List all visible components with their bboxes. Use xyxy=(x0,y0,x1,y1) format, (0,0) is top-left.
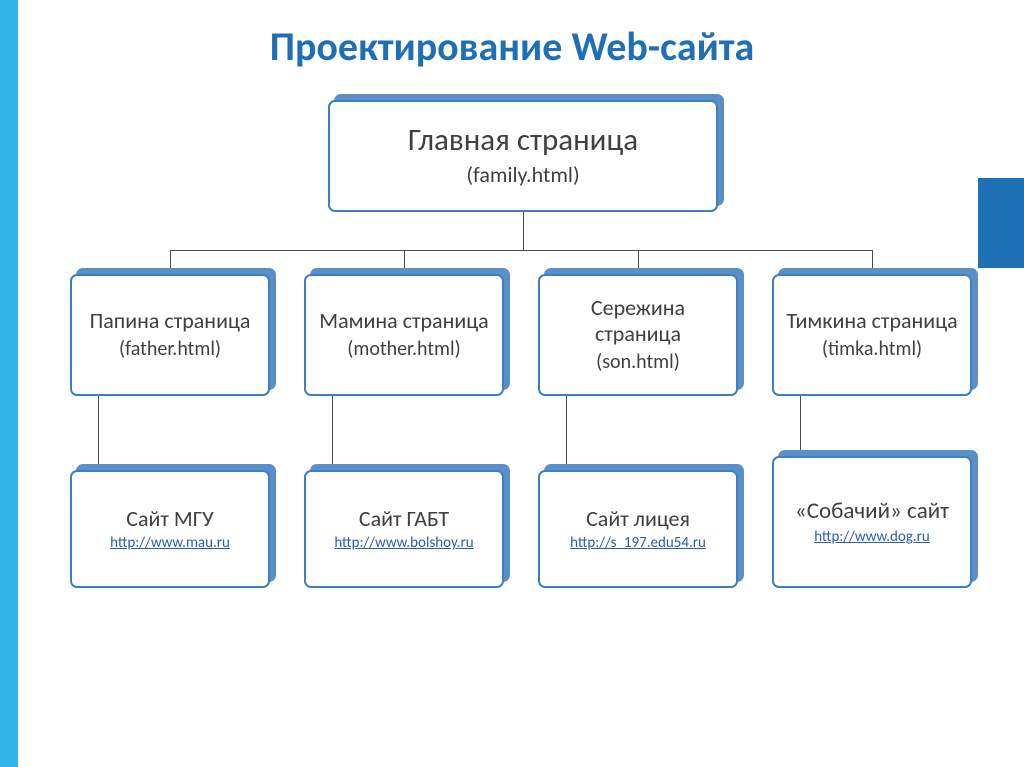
node-title: Мамина страница xyxy=(319,308,488,334)
connector-line xyxy=(566,396,567,433)
chart-node: Сайт ГАБТ http://www.bolshoy.ru xyxy=(304,470,504,588)
node-title: Сережина страница xyxy=(548,295,728,348)
chart-node: Сережина страница(son.html) xyxy=(538,274,738,396)
slide-title: Проектирование Web-сайта xyxy=(0,22,1024,71)
node-subtitle: (son.html) xyxy=(596,349,680,375)
org-chart: Главная страница(family.html) Папина стра… xyxy=(70,100,984,717)
node-subtitle: (timka.html) xyxy=(822,336,922,362)
connector-line xyxy=(332,396,333,433)
node-subtitle: (family.html) xyxy=(466,161,579,190)
accent-block xyxy=(978,178,1024,268)
node-title: Папина страница xyxy=(90,308,251,334)
chart-node: «Собачий» сайт http://www.dog.ru xyxy=(772,456,972,588)
node-url[interactable]: http://www.mau.ru xyxy=(110,534,230,552)
connector-line xyxy=(98,396,99,433)
chart-node: Тимкина страница(timka.html) xyxy=(772,274,972,396)
node-title: Главная страница xyxy=(408,122,638,159)
chart-node: Сайт МГУ http://www.mau.ru xyxy=(70,470,270,588)
sidebar-strip xyxy=(0,0,18,767)
node-title: «Собачий» сайт xyxy=(795,498,949,526)
connector-line xyxy=(170,250,872,251)
node-subtitle: (father.html) xyxy=(119,336,221,362)
node-url[interactable]: http://s_197.edu54.ru xyxy=(570,534,706,552)
node-title: Сайт ГАБТ xyxy=(359,506,449,532)
node-url[interactable]: http://www.dog.ru xyxy=(814,528,930,546)
chart-node: Главная страница(family.html) xyxy=(328,100,718,212)
chart-node: Сайт лицея http://s_197.edu54.ru xyxy=(538,470,738,588)
chart-node: Мамина страница(mother.html) xyxy=(304,274,504,396)
node-url[interactable]: http://www.bolshoy.ru xyxy=(334,534,473,552)
node-subtitle: (mother.html) xyxy=(347,336,460,362)
node-title: Сайт лицея xyxy=(586,506,690,532)
node-title: Сайт МГУ xyxy=(126,506,214,532)
chart-node: Папина страница(father.html) xyxy=(70,274,270,396)
connector-line xyxy=(523,212,524,250)
node-title: Тимкина страница xyxy=(786,308,957,334)
connector-line xyxy=(800,396,801,426)
